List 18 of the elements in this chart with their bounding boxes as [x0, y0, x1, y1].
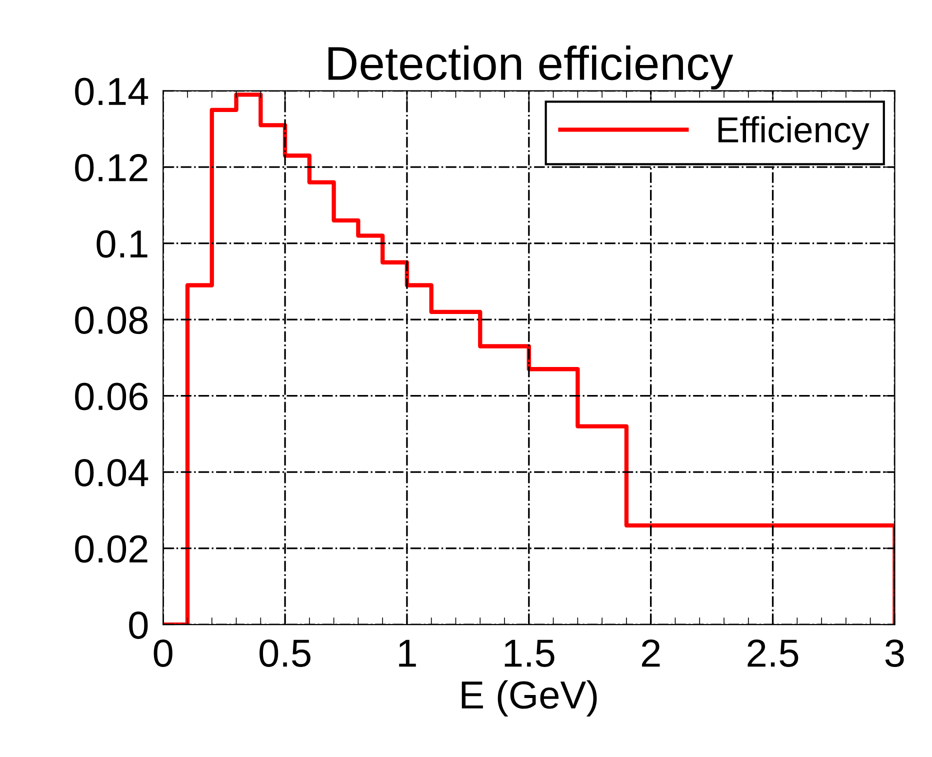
x-tick-label: 1.5	[504, 640, 554, 667]
y-tick-label: 0.12	[75, 154, 148, 182]
y-tick-label: 0.14	[75, 78, 148, 106]
x-tick-label: 2.5	[748, 639, 798, 667]
chart-title: Detection efficiency	[328, 46, 734, 90]
x-tick-label: 3	[885, 639, 904, 667]
y-tick-label: 0.1	[96, 230, 148, 258]
y-tick-label: 0	[129, 611, 148, 639]
y-tick-label: 0.08	[75, 306, 148, 334]
x-tick-label: 2	[642, 639, 660, 667]
x-axis-title: E (GeV)	[462, 680, 597, 716]
x-tick-label: 0.5	[260, 639, 310, 667]
x-tick-label: 0	[154, 639, 172, 667]
y-tick-label: 0.02	[75, 535, 148, 563]
legend-label: Efficiency	[718, 116, 870, 150]
y-tick-label: 0.04	[75, 458, 148, 487]
x-tick-label: 1	[399, 640, 416, 667]
y-tick-label: 0.06	[75, 382, 148, 410]
